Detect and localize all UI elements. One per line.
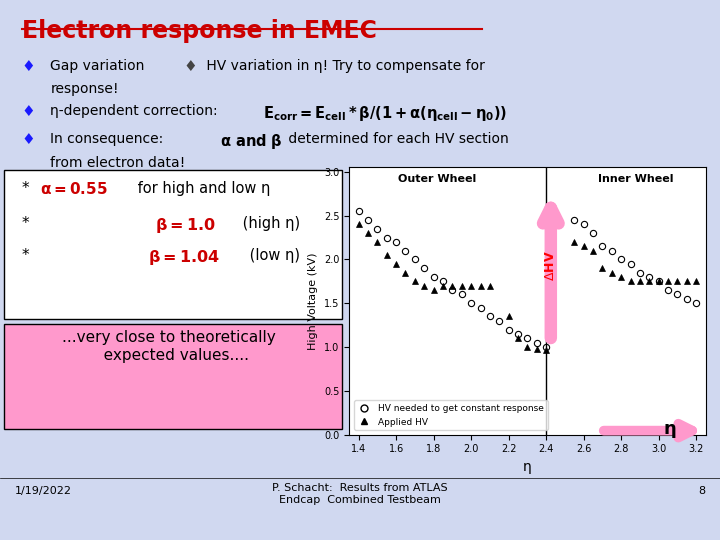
FancyBboxPatch shape [4,324,342,429]
Text: *: * [22,181,34,196]
Text: $\mathbf{\beta=1.0}$: $\mathbf{\beta=1.0}$ [155,216,215,235]
Y-axis label: High Voltage (kV): High Voltage (kV) [308,252,318,350]
Text: from electron data!: from electron data! [50,156,186,170]
Text: $\Delta$HV: $\Delta$HV [544,251,557,281]
Text: 1/19/2022: 1/19/2022 [14,486,71,496]
Text: Outer Wheel: Outer Wheel [398,174,477,184]
Text: (high η): (high η) [238,216,300,231]
Text: ♦: ♦ [22,132,35,147]
Text: η: η [664,420,677,438]
Text: ♦: ♦ [184,59,197,75]
Text: Electron response in EMEC: Electron response in EMEC [22,19,377,43]
Text: $\mathbf{\alpha=0.55}$: $\mathbf{\alpha=0.55}$ [40,181,107,197]
FancyBboxPatch shape [4,170,342,319]
Text: $\mathbf{E_{corr}=E_{cell}*\beta/(1+\alpha(\eta_{cell}-\eta_0))}$: $\mathbf{E_{corr}=E_{cell}*\beta/(1+\alp… [263,104,507,123]
Text: 8: 8 [698,486,706,496]
Text: ♦: ♦ [22,59,35,75]
Legend: HV needed to get constant response, Applied HV: HV needed to get constant response, Appl… [354,401,548,430]
Text: determined for each HV section: determined for each HV section [284,132,509,146]
Text: $\mathbf{\beta=1.04}$: $\mathbf{\beta=1.04}$ [148,248,220,267]
Text: HV variation in η! Try to compensate for: HV variation in η! Try to compensate for [202,59,485,73]
Text: Inner Wheel: Inner Wheel [598,174,674,184]
Text: *: * [22,248,30,264]
Text: Gap variation: Gap variation [50,59,149,73]
Text: P. Schacht:  Results from ATLAS
Endcap  Combined Testbeam: P. Schacht: Results from ATLAS Endcap Co… [272,483,448,505]
Text: ...very close to theoretically
   expected values....: ...very close to theoretically expected … [63,330,276,363]
Text: $\mathbf{\alpha}$ and $\mathbf{\beta}$: $\mathbf{\alpha}$ and $\mathbf{\beta}$ [220,132,282,151]
Text: η-dependent correction:: η-dependent correction: [50,104,227,118]
Text: *: * [22,216,30,231]
Text: response!: response! [50,82,119,96]
Text: In consequence:: In consequence: [50,132,168,146]
Text: ♦: ♦ [22,104,35,119]
Text: (low η): (low η) [245,248,300,264]
X-axis label: η: η [523,460,532,474]
Text: for high and low η: for high and low η [133,181,271,196]
